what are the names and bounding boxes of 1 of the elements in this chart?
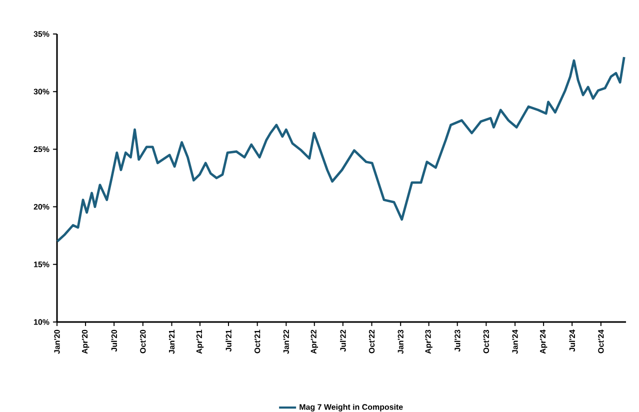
line-series [56,56,626,243]
